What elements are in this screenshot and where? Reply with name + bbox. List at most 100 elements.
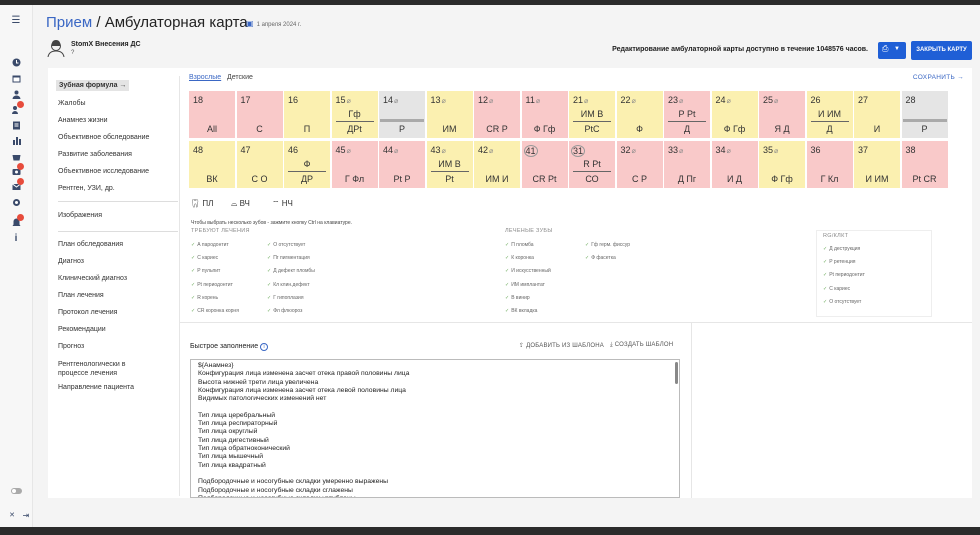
tooth-42[interactable]: 42⌀ ИМ И <box>474 141 520 188</box>
legend-item: ✓ Пг пигментация <box>267 255 310 261</box>
tooth-number-text: 17 <box>240 95 251 105</box>
tooth-25[interactable]: 25⌀ Я Д <box>759 91 805 138</box>
tooth-type-pl[interactable]: 🦷︎ ПЛ <box>190 199 213 208</box>
menu-icon[interactable]: ☰ <box>11 15 21 26</box>
tooth-28[interactable]: 28 Р <box>901 91 948 138</box>
edit-icon: ⌀ <box>774 148 779 155</box>
nav-item[interactable]: Объективное обследование <box>58 134 150 141</box>
calendar-icon[interactable] <box>8 71 24 87</box>
nav-item[interactable]: Рентгенологически в процессе лечения <box>58 361 126 377</box>
nav-item[interactable]: Прогноз <box>58 343 85 350</box>
tooth-type-nch[interactable]: ⌔ НЧ <box>272 199 293 209</box>
printer-icon: ⎙ <box>882 44 889 53</box>
nav-item[interactable]: Анамнез жизни <box>58 117 108 124</box>
nav-item[interactable]: Объективное исследование <box>58 168 149 175</box>
clock-icon[interactable] <box>8 55 24 71</box>
tooth-bottom-label: Д Пг <box>677 174 697 184</box>
tooth-44[interactable]: 44⌀ Pt Р <box>379 141 425 188</box>
tooth-33[interactable]: 33⌀ Д Пг <box>664 141 710 188</box>
breadcrumb-current: Амбулаторная карта <box>104 14 248 31</box>
tooth-16[interactable]: 16 П <box>284 91 330 138</box>
tooth-number-text: 47 <box>240 145 251 155</box>
tooth-36[interactable]: 36 Г Кл <box>806 141 853 188</box>
tooth-number: 24⌀ <box>716 95 731 105</box>
tooth-bottom-label: Г Фл <box>344 174 365 184</box>
nav-item[interactable]: Рентген, УЗИ, др. <box>58 185 115 192</box>
nav-item[interactable]: План лечения <box>58 292 104 299</box>
tooth-23[interactable]: 23⌀ Р Pt Д <box>664 91 710 138</box>
users-icon[interactable] <box>8 101 24 118</box>
scrollbar[interactable] <box>675 362 678 384</box>
chevron-down-icon: ▼ <box>894 46 900 52</box>
tooth-bottom-label: Я Д <box>774 124 790 134</box>
mail-icon[interactable] <box>8 178 24 195</box>
close-card-button[interactable]: ЗАКРЫТЬ КАРТУ <box>911 41 972 60</box>
nav-item[interactable]: Рекомендации <box>58 326 106 333</box>
tooth-12[interactable]: 12⌀ CR Р <box>474 91 520 138</box>
tooth-bottom-label: ВК <box>206 174 218 184</box>
print-button[interactable]: ⎙ ▼ <box>878 42 906 59</box>
basket-icon[interactable] <box>8 149 24 165</box>
quick-fill-textarea[interactable]: ${Анамнез} Конфигурация лица изменена зас… <box>190 359 680 498</box>
tooth-45[interactable]: 45⌀ Г Фл <box>331 141 378 188</box>
tooth-type-vch[interactable]: ⌓ ВЧ <box>231 199 250 209</box>
tooth-bottom-label: Д <box>826 124 833 134</box>
tooth-11[interactable]: 11⌀ Ф Гф <box>521 91 568 138</box>
tooth-35[interactable]: 35⌀ Ф Гф <box>759 141 805 188</box>
nav-item[interactable]: Зубная формула → <box>56 80 130 91</box>
nav-item[interactable]: Протокол лечения <box>58 309 118 316</box>
theme-toggle[interactable] <box>11 488 22 494</box>
nav-item[interactable]: План обследования <box>58 241 124 248</box>
user-icon[interactable] <box>8 87 24 103</box>
tab-adult[interactable]: Взрослые <box>189 74 222 81</box>
gear-icon[interactable] <box>8 195 24 211</box>
tooth-21[interactable]: 21⌀ ИМ В PtС <box>569 91 615 138</box>
save-button[interactable]: СОХРАНИТЬ → <box>912 74 964 81</box>
visit-date[interactable]: ▣ 1 апреля 2024 г. <box>246 19 301 28</box>
tooth-47[interactable]: 47 С О <box>236 141 283 188</box>
tooth-24[interactable]: 24⌀ Ф Гф <box>711 91 758 138</box>
tooth-number: 18 <box>193 95 203 105</box>
add-from-template-button[interactable]: ⇪ ДОБАВИТЬ ИЗ ШАБЛОНА <box>519 342 604 349</box>
nav-item[interactable]: Развитие заболевания <box>58 151 132 158</box>
tooth-27[interactable]: 27 И <box>854 91 900 138</box>
nav-item[interactable]: Диагноз <box>58 258 84 265</box>
tooth-17[interactable]: 17 С <box>236 91 283 138</box>
tooth-32[interactable]: 32⌀ С Р <box>616 141 663 188</box>
tooth-37[interactable]: 37 И ИМ <box>854 141 900 188</box>
tooth-number-text: 45 <box>335 145 346 155</box>
tooth-15[interactable]: 15⌀ Гф ДPt <box>331 91 378 138</box>
tooth-38[interactable]: 38 Pt CR <box>901 141 948 188</box>
logout-icon[interactable]: ⇥ <box>22 511 30 520</box>
tooth-13[interactable]: 13⌀ ИМ <box>426 91 473 138</box>
legend-text: ИМ имплантат <box>511 281 545 288</box>
nav-item[interactable]: Направление пациента <box>58 384 135 391</box>
notification-badge <box>17 163 24 170</box>
tooth-43[interactable]: 43⌀ ИМ В Pt <box>426 141 473 188</box>
tooth-18[interactable]: 18 All <box>189 91 235 138</box>
chart-icon[interactable] <box>8 133 24 149</box>
tab-child[interactable]: Детские <box>227 74 253 81</box>
bell-icon[interactable] <box>8 214 24 231</box>
create-template-button[interactable]: ⤓ СОЗДАТЬ ШАБЛОН <box>610 342 673 349</box>
tooth-31[interactable]: 31 R Pt СО <box>569 141 615 188</box>
tooth-48[interactable]: 48 ВК <box>189 141 235 188</box>
tooth-34[interactable]: 34⌀ И Д <box>711 141 758 188</box>
nav-item[interactable]: Клинический диагноз <box>58 275 128 282</box>
language-icon[interactable]: ✕ <box>9 512 15 519</box>
info-icon[interactable]: i <box>260 343 269 351</box>
tooth-22[interactable]: 22⌀ Ф <box>616 91 663 138</box>
check-icon: ✓ <box>505 255 510 262</box>
info-icon[interactable]: i <box>14 233 18 244</box>
check-icon: ✓ <box>267 281 272 288</box>
tooth-46[interactable]: 46 Ф ДР <box>284 141 330 188</box>
breadcrumb-reception-link[interactable]: Прием <box>46 14 93 31</box>
document-icon[interactable] <box>8 118 24 134</box>
tooth-41[interactable]: 41 CR Pt <box>521 141 568 188</box>
nav-item[interactable]: Жалобы <box>58 100 86 107</box>
tooth-26[interactable]: 26 И ИМ Д <box>806 91 853 138</box>
nav-item[interactable]: Изображения <box>58 212 102 219</box>
check-icon: ✓ <box>505 242 510 248</box>
tooth-14[interactable]: 14⌀ Р <box>379 91 425 138</box>
camera-icon[interactable] <box>8 163 24 180</box>
